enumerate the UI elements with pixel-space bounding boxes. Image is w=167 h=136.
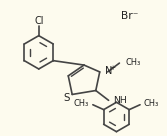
Text: Br⁻: Br⁻ xyxy=(121,11,138,21)
Text: N: N xyxy=(105,66,112,76)
Text: +: + xyxy=(110,65,116,71)
Text: CH₃: CH₃ xyxy=(144,99,159,108)
Text: S: S xyxy=(63,93,69,103)
Text: CH₃: CH₃ xyxy=(74,99,89,108)
Text: CH₃: CH₃ xyxy=(125,58,141,67)
Text: Cl: Cl xyxy=(34,16,44,26)
Text: NH: NH xyxy=(114,96,127,105)
